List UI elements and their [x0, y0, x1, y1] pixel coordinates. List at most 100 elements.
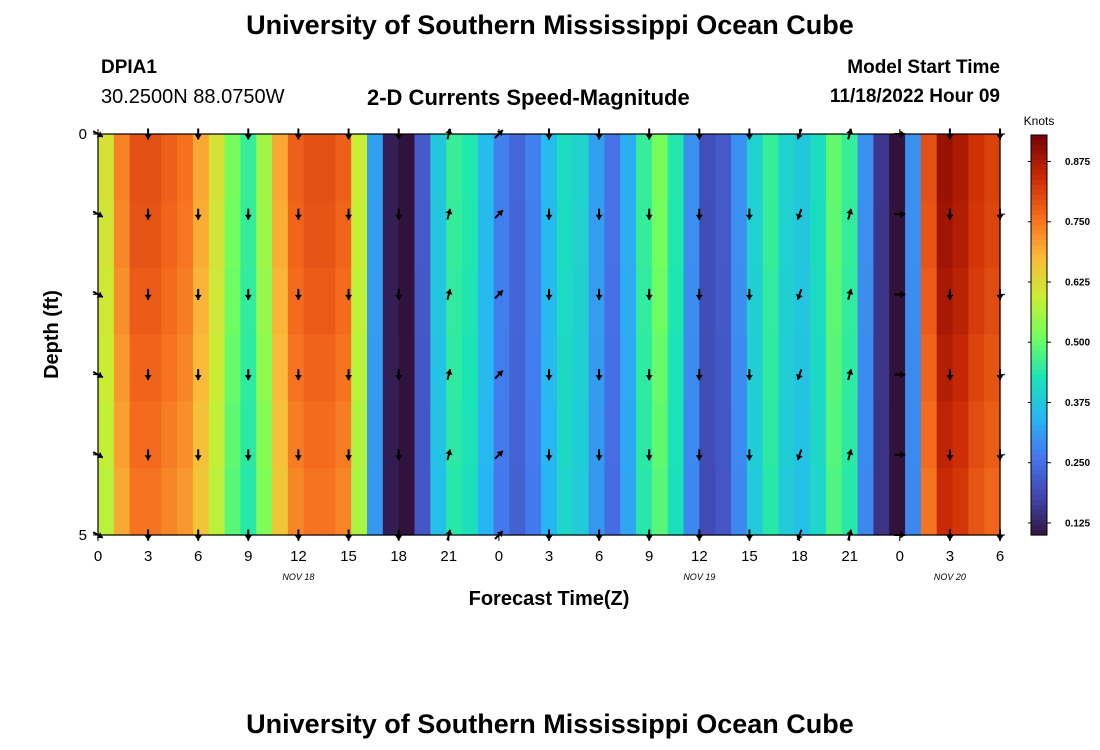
- heatmap-cell: [588, 267, 605, 336]
- current-arrow: [294, 369, 302, 381]
- heatmap-cell: [525, 401, 542, 469]
- heatmap-cell: [825, 134, 843, 202]
- x-tick-label: 0: [495, 548, 503, 565]
- heatmap-cell: [414, 267, 431, 336]
- heatmap-cell: [145, 200, 162, 269]
- heatmap-cell: [224, 134, 242, 202]
- heatmap-cell: [319, 401, 336, 469]
- heatmap-cell: [952, 267, 969, 336]
- heatmap-cell: [129, 468, 147, 536]
- heatmap-cell: [873, 267, 890, 336]
- heatmap-cell: [208, 200, 226, 269]
- heatmap-cell: [825, 401, 843, 469]
- heatmap-cell: [762, 401, 780, 469]
- colorbar-segment: [1031, 395, 1047, 401]
- heatmap-cell: [841, 334, 859, 402]
- heatmap-cell: [746, 200, 764, 269]
- colorbar-segment: [1031, 200, 1047, 206]
- heatmap-cell: [541, 401, 558, 469]
- heatmap-cell: [351, 334, 368, 402]
- heatmap-cell: [873, 468, 890, 536]
- colorbar-segment: [1031, 500, 1047, 506]
- heatmap-cell: [493, 334, 511, 402]
- heatmap-cell: [335, 134, 352, 202]
- heatmap-cell: [272, 334, 289, 402]
- x-tick-label: 9: [645, 548, 653, 565]
- heatmap-cell: [715, 134, 732, 202]
- heatmap-cell: [287, 134, 305, 202]
- heatmap-cell: [730, 334, 748, 402]
- current-arrow: [445, 208, 453, 220]
- heatmap-cell: [873, 200, 890, 269]
- heatmap-cell: [920, 401, 938, 469]
- current-arrow: [395, 369, 403, 381]
- colorbar-segment: [1031, 360, 1047, 366]
- heatmap-cell: [968, 334, 985, 402]
- heatmap-cell: [430, 267, 447, 336]
- model-start-value: 11/18/2022 Hour 09: [829, 86, 1000, 107]
- current-arrow: [545, 208, 553, 220]
- heatmap-cell: [477, 134, 495, 202]
- current-arrow: [194, 369, 202, 381]
- heatmap-cell: [651, 134, 669, 202]
- heatmap-cell: [493, 267, 511, 336]
- heatmap-cell: [810, 401, 827, 469]
- heatmap-cell: [272, 134, 289, 202]
- date-label: NOV 18: [282, 572, 314, 582]
- heatmap-cell: [762, 334, 780, 402]
- heatmap-cell: [810, 267, 827, 336]
- heatmap-cell: [240, 468, 257, 536]
- heatmap-cell: [636, 267, 653, 336]
- colorbar-segment: [1031, 430, 1047, 436]
- colorbar-segment: [1031, 205, 1047, 211]
- heatmap-cell: [414, 334, 431, 402]
- heatmap-cell: [98, 134, 115, 202]
- heatmap-cell: [430, 401, 447, 469]
- heatmap-cell: [857, 134, 874, 202]
- colorbar-segment: [1031, 300, 1047, 306]
- current-arrow: [395, 208, 403, 220]
- heatmap-cell: [841, 200, 859, 269]
- colorbar-segment: [1031, 160, 1047, 166]
- heatmap-cell: [208, 267, 226, 336]
- colorbar-segment: [1031, 365, 1047, 371]
- current-arrow: [545, 288, 553, 300]
- colorbar-segment: [1031, 265, 1047, 271]
- heatmap-cell: [367, 200, 384, 269]
- current-arrow: [494, 209, 504, 219]
- current-arrow: [144, 208, 152, 220]
- heatmap-cell: [778, 134, 795, 202]
- current-arrow: [796, 449, 803, 461]
- heatmap-cell: [730, 200, 748, 269]
- heatmap-cell: [541, 134, 558, 202]
- y-tick-label: 5: [79, 527, 87, 544]
- colorbar-segment: [1031, 390, 1047, 396]
- heatmap-cell: [936, 134, 954, 202]
- heatmap-cell: [778, 468, 795, 536]
- colorbar-segment: [1031, 180, 1047, 186]
- heatmap-cell: [541, 200, 558, 269]
- heatmap-cell: [920, 334, 938, 402]
- current-arrow: [796, 208, 803, 220]
- heatmap-cell: [620, 334, 637, 402]
- heatmap-cell: [810, 468, 827, 536]
- heatmap-cell: [920, 200, 938, 269]
- heatmap-cell: [461, 334, 479, 402]
- heatmap-cell: [952, 468, 969, 536]
- heatmap-cell: [636, 334, 653, 402]
- heatmap-cell: [509, 267, 526, 336]
- heatmap-cell: [715, 334, 732, 402]
- heatmap-cell: [541, 267, 558, 336]
- heatmap-cell: [952, 134, 969, 202]
- colorbar-segment: [1031, 235, 1047, 241]
- current-arrow: [445, 449, 453, 461]
- current-arrow: [194, 288, 202, 300]
- current-arrow: [244, 449, 252, 461]
- colorbar-segment: [1031, 270, 1047, 276]
- heatmap-cell: [667, 134, 685, 202]
- heatmap-cell: [572, 401, 590, 469]
- current-arrow: [445, 369, 453, 381]
- heatmap-cell: [936, 334, 954, 402]
- heatmap-cell: [351, 267, 368, 336]
- colorbar-tick-label: 0.500: [1065, 338, 1090, 349]
